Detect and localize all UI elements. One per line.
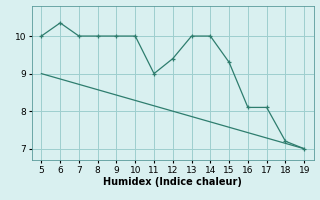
X-axis label: Humidex (Indice chaleur): Humidex (Indice chaleur)	[103, 177, 242, 187]
